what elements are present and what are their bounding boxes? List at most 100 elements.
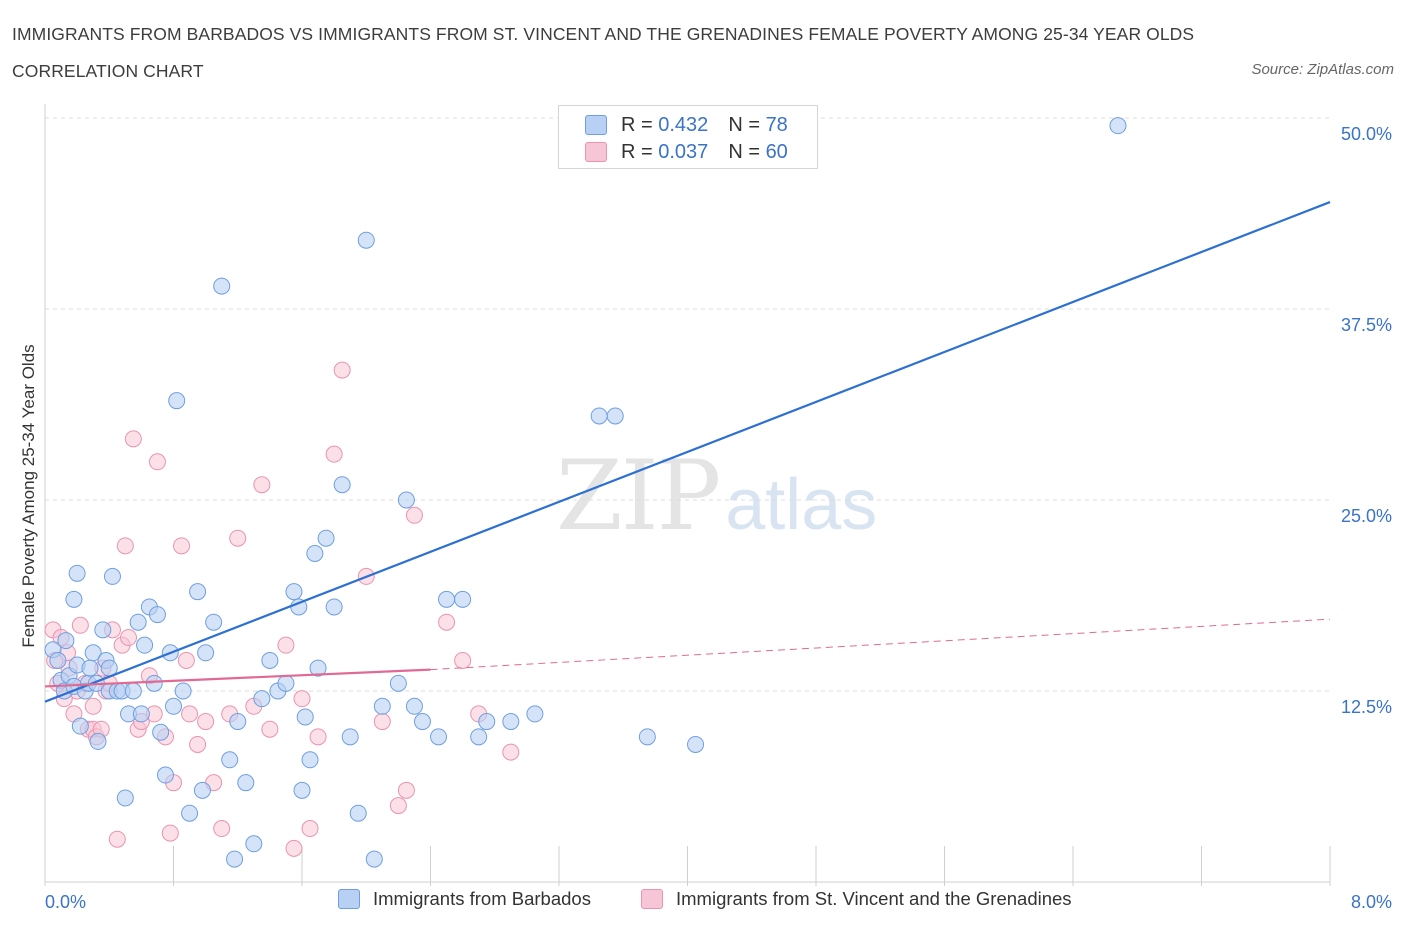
data-point-barbados bbox=[325, 598, 343, 616]
trend-line-barbados bbox=[44, 201, 1331, 703]
data-point-stvincent bbox=[71, 616, 89, 634]
watermark: ZIPatlas bbox=[556, 440, 877, 552]
y-tick-label: 37.5% bbox=[1341, 315, 1392, 335]
data-point-stvincent bbox=[120, 629, 138, 647]
y-tick-label: 12.5% bbox=[1341, 697, 1392, 717]
data-point-barbados bbox=[253, 690, 271, 708]
data-point-barbados bbox=[317, 529, 335, 547]
data-point-stvincent bbox=[148, 453, 166, 471]
data-point-barbados bbox=[285, 583, 303, 601]
data-point-barbados bbox=[65, 590, 83, 608]
data-point-barbados bbox=[293, 781, 311, 799]
data-point-barbados bbox=[132, 705, 150, 723]
data-point-barbados bbox=[470, 728, 488, 746]
data-point-barbados bbox=[136, 636, 154, 654]
tick-labels: 12.5% 25.0% 37.5% 50.0% 0.0% 8.0% bbox=[45, 124, 1392, 912]
legend-label-stvincent: Immigrants from St. Vincent and the Gren… bbox=[676, 888, 1072, 909]
data-point-stvincent bbox=[229, 529, 247, 547]
data-point-barbados bbox=[349, 804, 367, 822]
data-point-barbados bbox=[94, 621, 112, 639]
data-point-barbados bbox=[389, 674, 407, 692]
y-tick-label: 25.0% bbox=[1341, 506, 1392, 526]
data-point-barbados bbox=[261, 651, 279, 669]
data-point-barbados bbox=[124, 682, 142, 700]
legend-swatch-blue bbox=[338, 889, 360, 909]
data-point-stvincent bbox=[181, 705, 199, 723]
x-tick-label: 0.0% bbox=[45, 892, 86, 912]
watermark-atlas: atlas bbox=[725, 465, 878, 545]
legend-r-value: 0.432 bbox=[658, 113, 709, 136]
data-point-stvincent bbox=[173, 537, 191, 555]
data-point-stvincent bbox=[261, 720, 279, 738]
data-point-barbados bbox=[229, 713, 247, 731]
data-point-stvincent bbox=[177, 651, 195, 669]
data-point-barbados bbox=[49, 651, 67, 669]
data-point-barbados bbox=[193, 781, 211, 799]
data-point-barbados bbox=[174, 682, 192, 700]
data-point-barbados bbox=[309, 659, 327, 677]
data-point-stvincent bbox=[253, 476, 271, 494]
trend-line-stvincent bbox=[44, 668, 431, 688]
data-point-stvincent bbox=[309, 728, 327, 746]
data-point-barbados bbox=[68, 564, 86, 582]
data-point-barbados bbox=[438, 590, 456, 608]
data-point-barbados bbox=[397, 491, 415, 509]
data-point-barbados bbox=[333, 476, 351, 494]
data-point-barbados bbox=[57, 632, 75, 650]
data-point-barbados bbox=[148, 606, 166, 624]
data-point-stvincent bbox=[438, 613, 456, 631]
data-point-barbados bbox=[413, 713, 431, 731]
data-point-stvincent bbox=[325, 445, 343, 463]
data-point-barbados bbox=[71, 717, 89, 735]
data-point-barbados bbox=[81, 659, 99, 677]
data-point-barbados bbox=[221, 751, 239, 769]
watermark-zip: ZIP bbox=[556, 440, 721, 552]
legend-row-stvincent: R = 0.037 N = 60 bbox=[585, 140, 788, 164]
data-point-barbados bbox=[638, 728, 656, 746]
data-point-barbados bbox=[181, 804, 199, 822]
data-point-stvincent bbox=[502, 743, 520, 761]
data-point-stvincent bbox=[124, 430, 142, 448]
legend-r-label: R = bbox=[621, 113, 653, 136]
legend-r-value: 0.037 bbox=[658, 140, 709, 163]
data-point-stvincent bbox=[116, 537, 134, 555]
legend-n-label: N = bbox=[728, 113, 760, 136]
data-point-barbados bbox=[213, 277, 231, 295]
data-point-stvincent bbox=[197, 713, 215, 731]
data-point-stvincent bbox=[333, 361, 351, 379]
data-point-barbados bbox=[454, 590, 472, 608]
legend-r-label: R = bbox=[621, 140, 653, 163]
data-point-stvincent bbox=[277, 636, 295, 654]
legend-item-stvincent: Immigrants from St. Vincent and the Gren… bbox=[641, 888, 1072, 910]
data-point-barbados bbox=[526, 705, 544, 723]
axes bbox=[44, 104, 1331, 886]
legend-swatch-blue bbox=[585, 115, 607, 135]
data-point-barbados bbox=[502, 713, 520, 731]
data-point-barbados bbox=[129, 613, 147, 631]
legend-swatch-pink bbox=[641, 889, 663, 909]
data-point-stvincent bbox=[454, 651, 472, 669]
y-axis-label: Female Poverty Among 25-34 Year Olds bbox=[19, 344, 38, 647]
data-point-barbados bbox=[357, 231, 375, 249]
data-point-barbados bbox=[590, 407, 608, 425]
series-pink-points bbox=[44, 361, 520, 857]
data-point-barbados bbox=[145, 674, 163, 692]
correlation-legend: R = 0.432 N = 78 R = 0.037 N = 60 bbox=[558, 105, 818, 169]
data-point-barbados bbox=[103, 567, 121, 585]
data-point-barbados bbox=[296, 708, 314, 726]
series-legend: Immigrants from Barbados Immigrants from… bbox=[0, 888, 1406, 916]
data-point-barbados bbox=[197, 644, 215, 662]
chart-title: IMMIGRANTS FROM BARBADOS VS IMMIGRANTS F… bbox=[12, 24, 1195, 81]
data-point-barbados bbox=[84, 644, 102, 662]
data-point-barbados bbox=[245, 835, 263, 853]
data-point-barbados bbox=[226, 850, 244, 868]
legend-n-value: 78 bbox=[765, 113, 788, 136]
data-point-stvincent bbox=[108, 830, 126, 848]
data-point-barbados bbox=[365, 850, 383, 868]
data-point-stvincent bbox=[189, 735, 207, 753]
data-point-stvincent bbox=[373, 713, 391, 731]
legend-item-barbados: Immigrants from Barbados bbox=[338, 888, 591, 910]
grid-lines bbox=[45, 117, 1330, 692]
data-point-stvincent bbox=[293, 690, 311, 708]
